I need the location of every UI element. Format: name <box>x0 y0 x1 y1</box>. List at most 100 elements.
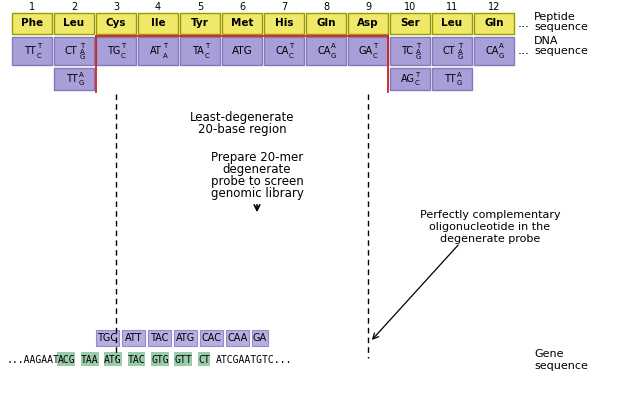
Text: ATCGAATGTC...: ATCGAATGTC... <box>216 355 292 365</box>
Text: sequence: sequence <box>534 46 588 56</box>
Text: DNA: DNA <box>534 36 559 46</box>
Text: A: A <box>331 43 335 49</box>
Text: 11: 11 <box>446 2 458 12</box>
Text: TG: TG <box>108 46 121 56</box>
Bar <box>474 37 514 65</box>
Text: A: A <box>415 49 420 55</box>
Bar <box>264 37 304 65</box>
Text: ACG: ACG <box>58 355 75 365</box>
Text: ATG: ATG <box>104 355 122 365</box>
Text: CT: CT <box>65 46 77 56</box>
Text: T: T <box>80 43 84 49</box>
Bar <box>252 330 268 346</box>
Text: CA: CA <box>275 46 289 56</box>
Text: 3: 3 <box>113 2 119 12</box>
Text: A: A <box>79 49 84 55</box>
Text: GA: GA <box>253 333 267 343</box>
Bar <box>390 37 430 65</box>
Text: Peptide: Peptide <box>534 12 576 22</box>
Text: degenerate probe: degenerate probe <box>440 234 540 244</box>
Text: sequence: sequence <box>534 361 588 371</box>
Text: 5: 5 <box>197 2 203 12</box>
Text: 8: 8 <box>323 2 329 12</box>
Text: G: G <box>330 53 336 59</box>
Text: genomic library: genomic library <box>211 187 303 200</box>
Text: TA: TA <box>192 46 204 56</box>
Text: oligonucleotide in the: oligonucleotide in the <box>429 222 550 232</box>
Text: 7: 7 <box>281 2 287 12</box>
Text: T: T <box>121 43 125 49</box>
Text: ...: ... <box>518 17 530 30</box>
Bar <box>96 37 136 65</box>
Bar <box>96 330 119 346</box>
Bar <box>432 68 472 90</box>
Bar <box>222 13 262 34</box>
Text: C: C <box>36 53 42 59</box>
Text: Phe: Phe <box>21 19 43 29</box>
Text: C: C <box>205 53 209 59</box>
Bar <box>138 13 178 34</box>
Text: Leu: Leu <box>442 19 463 29</box>
Text: T: T <box>289 43 293 49</box>
Text: ...AAGAAT: ...AAGAAT <box>7 355 60 365</box>
Text: AT: AT <box>150 46 162 56</box>
Bar <box>264 13 304 34</box>
Bar <box>12 13 52 34</box>
Bar <box>138 37 178 65</box>
Text: Gln: Gln <box>316 19 336 29</box>
Text: TGC: TGC <box>97 333 118 343</box>
Bar <box>174 352 192 366</box>
Bar <box>54 68 94 90</box>
Text: A: A <box>79 72 83 78</box>
Text: T: T <box>416 43 420 49</box>
Text: Ser: Ser <box>400 19 420 29</box>
Bar <box>306 13 346 34</box>
Text: CAC: CAC <box>202 333 221 343</box>
Text: G: G <box>499 53 504 59</box>
Text: GA: GA <box>359 46 373 56</box>
Text: G: G <box>79 54 84 60</box>
Text: G: G <box>458 54 463 60</box>
Text: Cys: Cys <box>106 19 126 29</box>
Bar <box>180 13 220 34</box>
Text: TC: TC <box>401 46 413 56</box>
Bar <box>348 13 388 34</box>
Bar <box>81 352 99 366</box>
Text: 20-base region: 20-base region <box>198 123 286 137</box>
Text: G: G <box>456 80 461 86</box>
Text: T: T <box>373 43 377 49</box>
Text: 10: 10 <box>404 2 416 12</box>
Text: T: T <box>458 43 462 49</box>
Text: Gln: Gln <box>484 19 504 29</box>
Text: C: C <box>120 53 125 59</box>
Text: 1: 1 <box>29 2 35 12</box>
Text: probe to screen: probe to screen <box>211 175 303 187</box>
Text: T: T <box>205 43 209 49</box>
Bar <box>200 330 223 346</box>
Bar <box>122 330 145 346</box>
Text: A: A <box>499 43 504 49</box>
Text: GTT: GTT <box>175 355 192 365</box>
Bar <box>432 13 472 34</box>
Text: Perfectly complementary: Perfectly complementary <box>420 210 560 220</box>
Bar <box>222 37 262 65</box>
Text: CT: CT <box>443 46 455 56</box>
Bar <box>12 37 52 65</box>
Bar <box>306 37 346 65</box>
Text: CA: CA <box>317 46 331 56</box>
Text: sequence: sequence <box>534 22 588 32</box>
Text: A: A <box>458 49 462 55</box>
Text: TT: TT <box>444 74 456 84</box>
Text: 9: 9 <box>365 2 371 12</box>
Text: 2: 2 <box>71 2 77 12</box>
Text: C: C <box>415 80 419 86</box>
Text: Ile: Ile <box>150 19 165 29</box>
Text: Tyr: Tyr <box>191 19 209 29</box>
Text: C: C <box>372 53 378 59</box>
Bar <box>58 352 76 366</box>
Text: TAC: TAC <box>150 333 169 343</box>
Text: Prepare 20-mer: Prepare 20-mer <box>211 150 303 164</box>
Text: ATG: ATG <box>176 333 195 343</box>
Text: ATT: ATT <box>125 333 142 343</box>
Text: TAC: TAC <box>128 355 145 365</box>
